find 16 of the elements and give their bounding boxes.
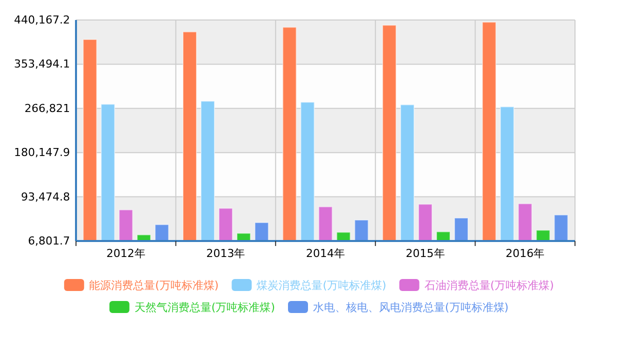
x-tick-label: 2014年 xyxy=(306,246,345,260)
legend-label: 水电、核电、风电消费总量(万吨标准煤) xyxy=(313,301,509,314)
y-tick-label: 266,821 xyxy=(24,102,70,115)
x-tick-label: 2016年 xyxy=(506,246,545,260)
y-tick-label: 440,167.2 xyxy=(14,14,70,27)
legend-label: 天然气消费总量(万吨标准煤) xyxy=(134,301,275,314)
legend-label: 能源消费总量(万吨标准煤) xyxy=(89,279,219,292)
x-tick-label: 2015年 xyxy=(406,246,445,260)
y-tick-label: 93,474.8 xyxy=(21,190,70,204)
x-tick-label: 2013年 xyxy=(206,246,246,260)
legend-label: 石油消费总量(万吨标准煤) xyxy=(424,279,554,292)
x-tick-label: 2012年 xyxy=(106,246,146,260)
y-tick-label: 353,494.1 xyxy=(14,58,70,71)
y-tick-label: 180,147.9 xyxy=(14,146,70,160)
y-tick-label: 6,801.7 xyxy=(28,234,70,248)
legend-label: 煤炭消费总量(万吨标准煤) xyxy=(256,279,386,292)
